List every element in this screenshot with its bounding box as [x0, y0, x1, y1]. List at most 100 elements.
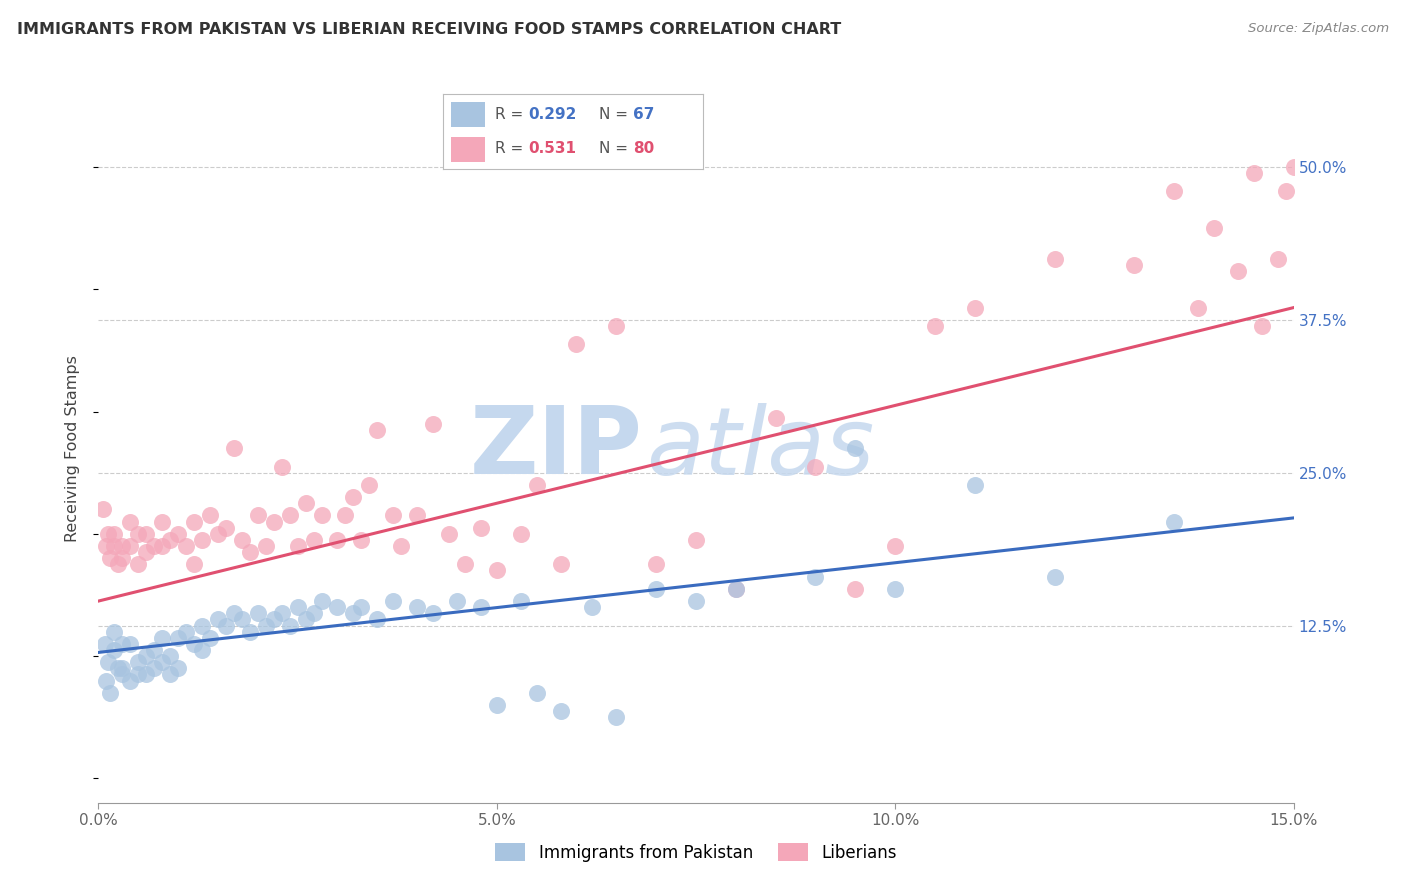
Point [96, 539, 118, 553]
Point [103, 526, 125, 541]
Point [685, 594, 707, 608]
Point [1282, 160, 1305, 174]
Text: 80: 80 [633, 141, 654, 156]
Point [1163, 515, 1185, 529]
Point [96, 673, 118, 688]
Point [111, 667, 134, 681]
Point [103, 539, 125, 553]
Point [263, 515, 285, 529]
Point [191, 533, 214, 547]
Point [804, 459, 827, 474]
Point [1043, 569, 1066, 583]
Point [1274, 185, 1296, 199]
Point [127, 667, 149, 681]
Point [382, 508, 405, 523]
Point [239, 624, 262, 639]
Point [1250, 318, 1272, 333]
Point [159, 649, 181, 664]
Point [485, 698, 508, 712]
FancyBboxPatch shape [451, 102, 485, 127]
Point [1267, 252, 1289, 266]
Point [342, 607, 364, 621]
Point [366, 423, 388, 437]
Point [150, 539, 173, 553]
Point [120, 673, 142, 688]
Point [135, 545, 157, 559]
Point [565, 337, 588, 351]
Point [844, 582, 866, 596]
Point [207, 526, 229, 541]
Point [183, 515, 205, 529]
Point [804, 569, 827, 583]
Point [150, 631, 173, 645]
Point [963, 478, 986, 492]
Point [963, 301, 986, 315]
Point [270, 607, 292, 621]
Point [263, 612, 285, 626]
Point [326, 600, 349, 615]
Point [183, 558, 205, 572]
Point [470, 600, 492, 615]
Point [287, 539, 309, 553]
Point [1298, 233, 1320, 247]
Point [302, 607, 325, 621]
Point [222, 607, 245, 621]
Point [342, 490, 364, 504]
Point [183, 637, 205, 651]
Point [366, 612, 388, 626]
Point [111, 539, 134, 553]
Point [526, 478, 548, 492]
Point [143, 661, 166, 675]
Point [382, 594, 405, 608]
Point [884, 539, 907, 553]
Text: Source: ZipAtlas.com: Source: ZipAtlas.com [1249, 22, 1389, 36]
Point [222, 441, 245, 455]
Point [135, 667, 157, 681]
Point [127, 526, 149, 541]
Point [191, 618, 214, 632]
Point [581, 600, 603, 615]
Text: atlas: atlas [645, 402, 875, 494]
Point [287, 600, 309, 615]
Point [526, 686, 548, 700]
Point [765, 410, 787, 425]
Point [485, 564, 508, 578]
Point [1202, 221, 1225, 235]
Point [198, 508, 221, 523]
Point [278, 618, 301, 632]
Point [326, 533, 349, 547]
Text: N =: N = [599, 141, 633, 156]
Point [844, 441, 866, 455]
Point [150, 655, 173, 669]
Point [215, 618, 238, 632]
Point [509, 526, 531, 541]
Point [311, 508, 333, 523]
Y-axis label: Receiving Food Stamps: Receiving Food Stamps [65, 355, 80, 541]
Point [111, 661, 134, 675]
Text: IMMIGRANTS FROM PAKISTAN VS LIBERIAN RECEIVING FOOD STAMPS CORRELATION CHART: IMMIGRANTS FROM PAKISTAN VS LIBERIAN REC… [17, 22, 841, 37]
Point [645, 558, 668, 572]
Point [143, 539, 166, 553]
Point [422, 607, 444, 621]
Point [924, 318, 946, 333]
Point [111, 637, 134, 651]
Point [406, 600, 429, 615]
Point [135, 526, 157, 541]
Point [645, 582, 668, 596]
Point [724, 582, 747, 596]
Text: R =: R = [495, 107, 529, 122]
Point [605, 318, 627, 333]
Point [884, 582, 907, 596]
Point [254, 539, 277, 553]
Point [207, 612, 229, 626]
Point [103, 624, 125, 639]
Point [94, 637, 117, 651]
Text: ZIP: ZIP [470, 402, 643, 494]
Legend: Immigrants from Pakistan, Liberians: Immigrants from Pakistan, Liberians [495, 843, 897, 862]
Point [167, 631, 190, 645]
Point [103, 643, 125, 657]
Text: 0.292: 0.292 [529, 107, 576, 122]
Text: 67: 67 [633, 107, 654, 122]
Point [127, 655, 149, 669]
Point [302, 533, 325, 547]
